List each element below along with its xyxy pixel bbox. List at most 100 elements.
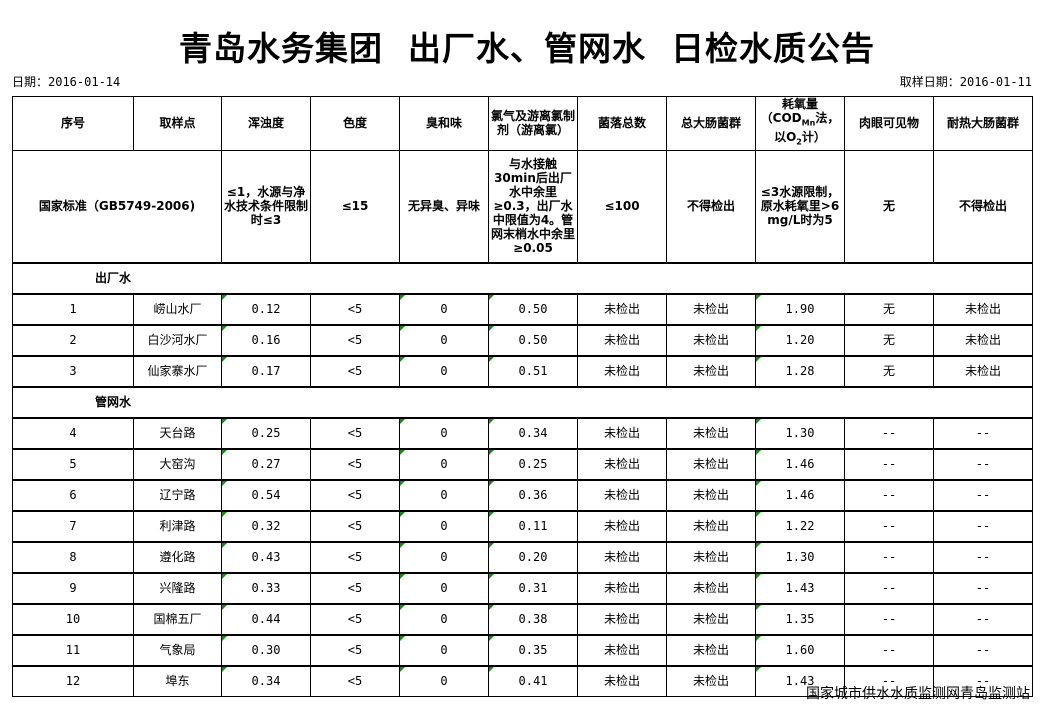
table-cell: 0	[399, 292, 489, 326]
table-cell: 1.90	[755, 292, 845, 326]
water-quality-table: 序号 取样点 浑浊度 色度 臭和味 氯气及游离氯制剂（游离氯） 菌落总数 总大肠…	[12, 96, 1033, 697]
table-cell: 气象局	[133, 633, 222, 667]
table-cell: 未检出	[577, 602, 667, 636]
table-cell: 0	[399, 540, 489, 574]
table-cell: 0.38	[488, 602, 578, 636]
table-cell: 10	[12, 602, 134, 636]
table-cell: 辽宁路	[133, 478, 222, 512]
section-row: 管网水	[12, 385, 1033, 419]
table-cell: 白沙河水厂	[133, 323, 222, 357]
section-row: 出厂水	[12, 261, 1033, 295]
table-cell: 0.43	[221, 540, 311, 574]
table-cell: 未检出	[666, 323, 756, 357]
table-cell: 0	[399, 323, 489, 357]
table-cell: 0	[399, 664, 489, 697]
table-cell: 0.30	[221, 633, 311, 667]
table-cell: --	[844, 416, 934, 450]
table-cell: 0.44	[221, 602, 311, 636]
table-cell: 0.41	[488, 664, 578, 697]
table-cell: 2	[12, 323, 134, 357]
table-cell: <5	[310, 354, 400, 388]
table-cell: <5	[310, 571, 400, 605]
standard-value: ≤3水源限制，原水耗氧里>6 mg/L时为5	[755, 149, 845, 264]
header-odor: 臭和味	[399, 96, 489, 151]
table-cell: 0.32	[221, 509, 311, 543]
table-cell: 未检出	[577, 478, 667, 512]
table-cell: --	[933, 447, 1033, 481]
table-cell: --	[844, 447, 934, 481]
table-cell: 未检出	[577, 416, 667, 450]
table-cell: --	[844, 633, 934, 667]
table-cell: 1.60	[755, 633, 845, 667]
report-date: 日期：2016-01-14	[12, 75, 121, 89]
table-cell: 未检出	[666, 478, 756, 512]
table-row: 8 遵化路 0.43 <5 0 0.20 未检出 未检出 1.30 -- --	[12, 540, 1033, 574]
standard-label: 国家标准（GB5749-2006)	[12, 149, 222, 264]
table-cell: 1.30	[755, 540, 845, 574]
table-cell: <5	[310, 416, 400, 450]
table-cell: 遵化路	[133, 540, 222, 574]
header-visible-matter: 肉眼可见物	[844, 96, 934, 151]
table-cell: 0.11	[488, 509, 578, 543]
page-title: 青岛水务集团 出厂水、管网水 日检水质公告	[179, 29, 875, 68]
table-cell: 未检出	[666, 540, 756, 574]
table-cell: 7	[12, 509, 134, 543]
table-cell: 0.36	[488, 478, 578, 512]
table-cell: 0.35	[488, 633, 578, 667]
table-cell: --	[844, 478, 934, 512]
table-cell: 1.46	[755, 447, 845, 481]
table-cell: 未检出	[577, 633, 667, 667]
table-cell: 仙家寨水厂	[133, 354, 222, 388]
table-cell: <5	[310, 478, 400, 512]
table-cell: 1.20	[755, 323, 845, 357]
table-cell: 未检出	[577, 540, 667, 574]
standard-value: ≤15	[310, 149, 400, 264]
table-cell: 1.43	[755, 571, 845, 605]
table-cell: --	[933, 633, 1033, 667]
table-cell: --	[844, 509, 934, 543]
table-row: 2 白沙河水厂 0.16 <5 0 0.50 未检出 未检出 1.20 无未检出	[12, 323, 1033, 357]
header-sample-point: 取样点	[133, 96, 222, 151]
table-cell: <5	[310, 509, 400, 543]
table-cell: 0.31	[488, 571, 578, 605]
table-cell: 未检出	[666, 664, 756, 697]
table-cell: 0.25	[221, 416, 311, 450]
table-cell: 崂山水厂	[133, 292, 222, 326]
table-cell: 0.50	[488, 292, 578, 326]
table-cell: <5	[310, 447, 400, 481]
table-cell: <5	[310, 540, 400, 574]
table-row: 7 利津路 0.32 <5 0 0.11 未检出 未检出 1.22 -- --	[12, 509, 1033, 543]
cod-text: 计）	[801, 130, 826, 145]
table-row: 4 天台路 0.25 <5 0 0.34 未检出 未检出 1.30 -- --	[12, 416, 1033, 450]
table-cell: 0.12	[221, 292, 311, 326]
cod-text: 法，	[815, 111, 840, 125]
table-cell: 0	[399, 633, 489, 667]
table-cell: <5	[310, 323, 400, 357]
standard-value: 不得检出	[933, 149, 1033, 264]
table-cell: --	[933, 571, 1033, 605]
section-title: 出厂水	[12, 261, 1033, 295]
table-cell: --	[844, 602, 934, 636]
table-cell: 0.54	[221, 478, 311, 512]
table-cell: 未检出	[933, 292, 1033, 326]
table-row: 6 辽宁路 0.54 <5 0 0.36 未检出 未检出 1.46 -- --	[12, 478, 1033, 512]
table-cell: 未检出	[666, 509, 756, 543]
table-row: 3 仙家寨水厂 0.17 <5 0 0.51 未检出 未检出 1.28 无未检出	[12, 354, 1033, 388]
table-row: 11 气象局 0.30 <5 0 0.35 未检出 未检出 1.60 -- --	[12, 633, 1033, 667]
table-cell: --	[933, 416, 1033, 450]
table-cell: 无	[844, 354, 934, 388]
table-cell: 0.20	[488, 540, 578, 574]
table-cell: 0.17	[221, 354, 311, 388]
table-cell: 0	[399, 416, 489, 450]
header-turbidity: 浑浊度	[221, 96, 311, 151]
header-colony-count: 菌落总数	[577, 96, 667, 151]
cod-text: （COD	[760, 111, 802, 125]
table-cell: 未检出	[666, 354, 756, 388]
standard-value: ≤1，水源与净水技术条件限制时≤3	[221, 149, 311, 264]
table-cell: 大窑沟	[133, 447, 222, 481]
section-title: 管网水	[12, 385, 1033, 419]
table-cell: 未检出	[577, 509, 667, 543]
standard-value: 与水接触30min后出厂水中余里≥0.3，出厂水中限值为4。管网末梢水中余里≥0…	[488, 149, 578, 264]
table-cell: 无	[844, 323, 934, 357]
table-cell: 0	[399, 602, 489, 636]
